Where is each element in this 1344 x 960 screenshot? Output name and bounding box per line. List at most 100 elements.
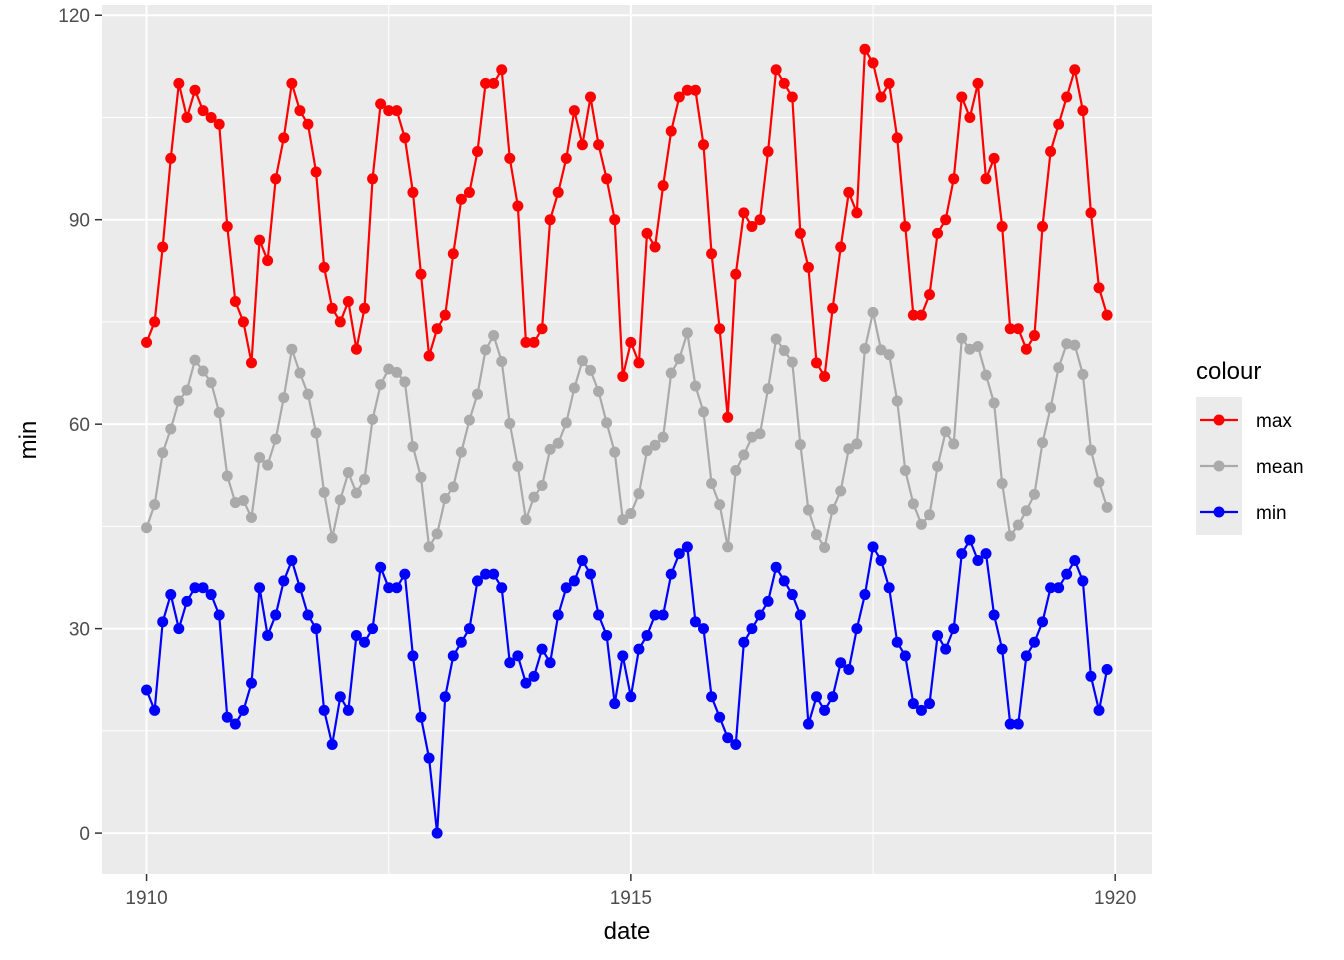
data-point-mean [1004,530,1016,542]
data-point-min [1069,554,1081,566]
data-point-min [528,670,540,682]
data-point-max [585,91,596,103]
data-point-min [714,711,726,723]
data-point-min [165,589,177,601]
data-point-mean [358,473,370,485]
data-point-min [560,582,572,594]
data-point-min [843,664,855,676]
legend-label-min: min [1256,503,1287,524]
data-point-max [576,139,588,151]
data-point-max [302,118,314,130]
data-point-mean [851,438,863,450]
data-point-mean [843,443,855,455]
data-point-min [625,691,637,703]
data-point-mean [778,345,790,357]
data-point-mean [488,330,500,342]
data-point-min [996,643,1008,655]
data-point-max [334,316,346,328]
data-point-mean [681,327,693,339]
data-point-min [310,623,322,635]
data-point-max [924,289,936,301]
data-point-max [318,261,330,273]
data-point-max [415,268,427,280]
data-point-min [197,582,209,594]
data-point-mean [601,417,613,429]
data-point-mean [730,465,742,477]
data-point-max [819,370,831,382]
data-point-max [1053,118,1065,130]
data-point-mean [439,492,451,504]
data-point-max [496,64,508,76]
data-point-min [342,704,354,716]
data-point-mean [221,470,233,482]
data-point-min [245,677,257,689]
data-point-mean [625,507,637,519]
data-point-max [625,336,637,348]
data-point-max [593,139,605,151]
data-point-mean [334,494,346,506]
data-point-min [1020,650,1032,662]
data-point-max [948,173,960,185]
data-point-min [334,691,346,703]
data-point-min [988,609,1000,621]
data-point-max [722,411,734,423]
data-point-max [342,295,354,307]
data-point-max [294,105,306,117]
data-point-max [520,336,532,348]
data-point-min [455,636,467,648]
data-point-max [471,146,483,158]
data-point-min [391,582,403,594]
data-point-mean [1077,368,1089,380]
data-point-max [770,64,782,76]
data-point-min [1028,636,1040,648]
data-point-max [1069,64,1081,76]
data-point-mean [262,459,274,471]
data-point-max [528,336,540,348]
data-point-min [149,704,161,716]
data-point-mean [996,477,1008,489]
data-point-mean [633,488,645,500]
minor-gridlines [102,5,1152,874]
data-point-max [665,125,677,137]
data-point-mean [754,428,766,440]
data-point-mean [609,446,621,458]
data-point-min [181,595,193,607]
data-point-min [827,691,839,703]
data-point-min [972,554,984,566]
data-point-mean [415,471,427,483]
data-point-max [762,146,774,158]
data-point-mean [948,438,960,450]
data-point-mean [972,340,984,352]
data-point-min [730,739,742,750]
data-point-min [802,718,814,730]
data-point-mean [811,529,822,541]
data-point-min [681,541,693,553]
data-point-mean [932,460,944,472]
data-point-min [883,582,895,594]
legend-key-point [1213,506,1225,518]
data-point-mean [649,439,661,451]
data-point-max [350,343,362,355]
data-point-max [601,173,613,185]
data-point-mean [585,364,596,376]
data-point-max [367,173,379,185]
x-axis-title: date [604,918,651,945]
data-point-min [552,609,564,621]
data-point-min [673,548,685,560]
data-point-max [859,43,871,55]
data-point-mean [512,460,524,472]
data-point-max [1085,207,1097,219]
data-point-max [932,227,944,239]
data-point-min [544,657,556,669]
data-point-max [383,105,395,117]
data-point-min [350,629,362,641]
data-point-max [641,227,653,239]
data-point-min [593,609,605,621]
data-point-max [754,214,766,226]
data-point-max [278,132,290,144]
data-point-mean [350,487,362,499]
data-point-min [891,636,903,648]
data-point-max [463,186,475,198]
legend: colour max mean min [1196,358,1304,535]
data-point-max [698,139,709,151]
